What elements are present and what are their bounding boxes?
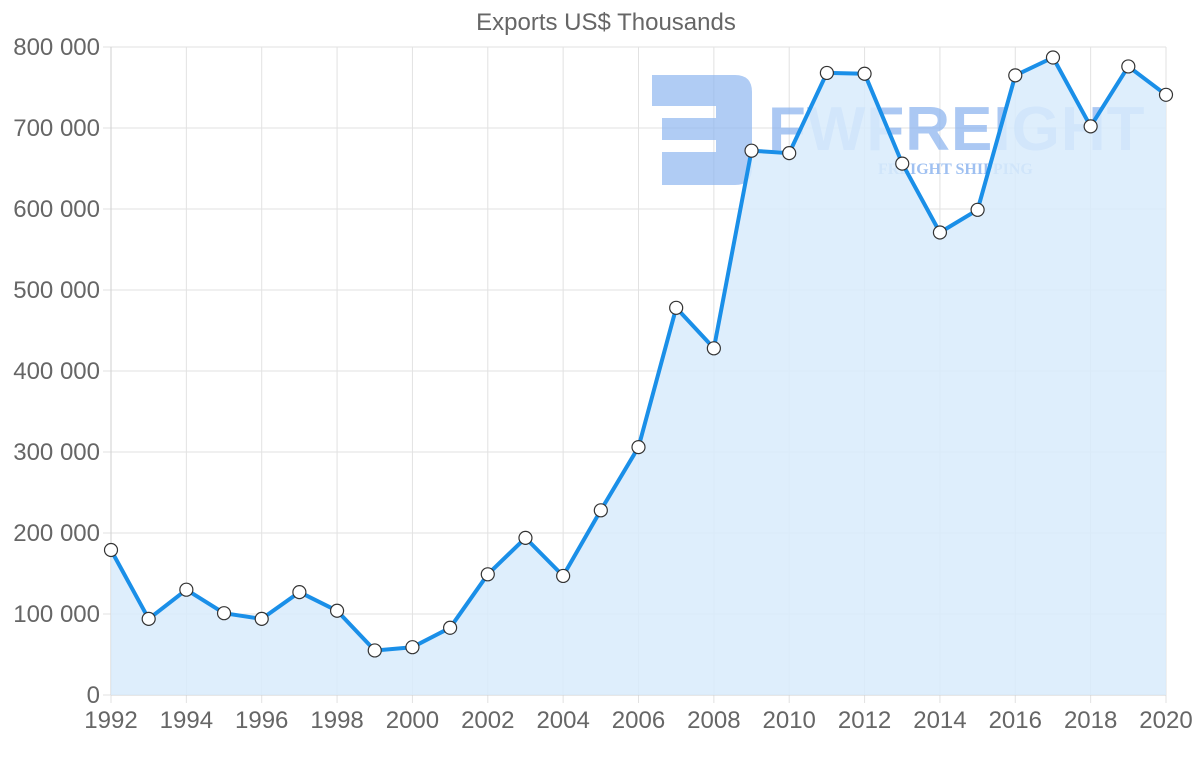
- x-tick-label: 2004: [536, 707, 589, 734]
- data-point-marker[interactable]: [443, 620, 458, 635]
- data-point-marker[interactable]: [1008, 68, 1023, 83]
- x-tick-label: 2016: [989, 707, 1042, 734]
- data-point-marker[interactable]: [631, 440, 646, 455]
- x-tick-label: 1994: [160, 707, 213, 734]
- y-tick-label: 0: [87, 682, 100, 709]
- x-tick-label: 2006: [612, 707, 665, 734]
- y-tick-label: 800 000: [13, 34, 100, 61]
- data-point-marker[interactable]: [216, 606, 232, 621]
- y-tick-label: 200 000: [13, 520, 100, 547]
- data-point-marker[interactable]: [480, 567, 495, 582]
- data-point-marker[interactable]: [292, 585, 307, 600]
- data-point-marker[interactable]: [1045, 50, 1061, 65]
- x-tick-label: 2012: [838, 707, 891, 734]
- data-point-marker[interactable]: [329, 603, 345, 618]
- data-point-marker[interactable]: [518, 530, 533, 545]
- data-point-marker[interactable]: [819, 65, 834, 81]
- data-point-marker[interactable]: [857, 66, 872, 81]
- data-point-marker[interactable]: [103, 542, 119, 558]
- data-markers: [103, 50, 1174, 658]
- data-point-marker[interactable]: [367, 643, 382, 658]
- data-point-marker[interactable]: [254, 611, 269, 626]
- data-point-marker[interactable]: [1121, 59, 1136, 74]
- data-point-marker[interactable]: [556, 568, 571, 584]
- x-tick-label: 1998: [310, 707, 363, 734]
- y-tick-label: 600 000: [13, 196, 100, 223]
- data-point-marker[interactable]: [141, 611, 156, 626]
- x-axis-ticks: 1992 1994 1996 1998 2000 2002 2004 2006 2008 2010…: [84, 707, 1192, 734]
- y-tick-label: 700 000: [13, 115, 100, 142]
- x-tick-label: 2018: [1064, 707, 1117, 734]
- y-tick-label: 300 000: [13, 439, 100, 466]
- data-point-marker[interactable]: [669, 300, 684, 315]
- chart-title: Exports US$ Thousands: [476, 9, 736, 36]
- x-tick-label: 2000: [386, 707, 439, 734]
- watermark-logo-icon: [652, 75, 752, 185]
- data-point-marker[interactable]: [932, 225, 948, 240]
- x-tick-label: 1992: [84, 707, 137, 734]
- y-tick-label: 100 000: [13, 601, 100, 628]
- data-point-marker[interactable]: [1158, 87, 1174, 102]
- data-point-marker[interactable]: [744, 143, 759, 158]
- area-fill: [111, 57, 1166, 695]
- y-tick-label: 500 000: [13, 277, 100, 304]
- data-point-marker[interactable]: [1083, 119, 1098, 134]
- data-point-marker[interactable]: [895, 156, 910, 171]
- x-tick-label: 2014: [913, 707, 966, 734]
- x-tick-label: 2010: [763, 707, 816, 734]
- data-point-marker[interactable]: [405, 640, 420, 655]
- y-axis-ticks: 0 100 000 200 000 300 000 400 000 500 000 600 …: [13, 34, 100, 709]
- x-tick-label: 2008: [687, 707, 740, 734]
- x-tick-label: 2020: [1139, 707, 1192, 734]
- data-point-marker[interactable]: [970, 202, 985, 217]
- x-tick-label: 1996: [235, 707, 288, 734]
- data-point-marker[interactable]: [782, 146, 797, 161]
- y-tick-label: 400 000: [13, 358, 100, 385]
- data-point-marker[interactable]: [706, 341, 721, 356]
- data-point-marker[interactable]: [179, 582, 194, 597]
- x-tick-label: 2002: [461, 707, 514, 734]
- data-point-marker[interactable]: [593, 503, 608, 518]
